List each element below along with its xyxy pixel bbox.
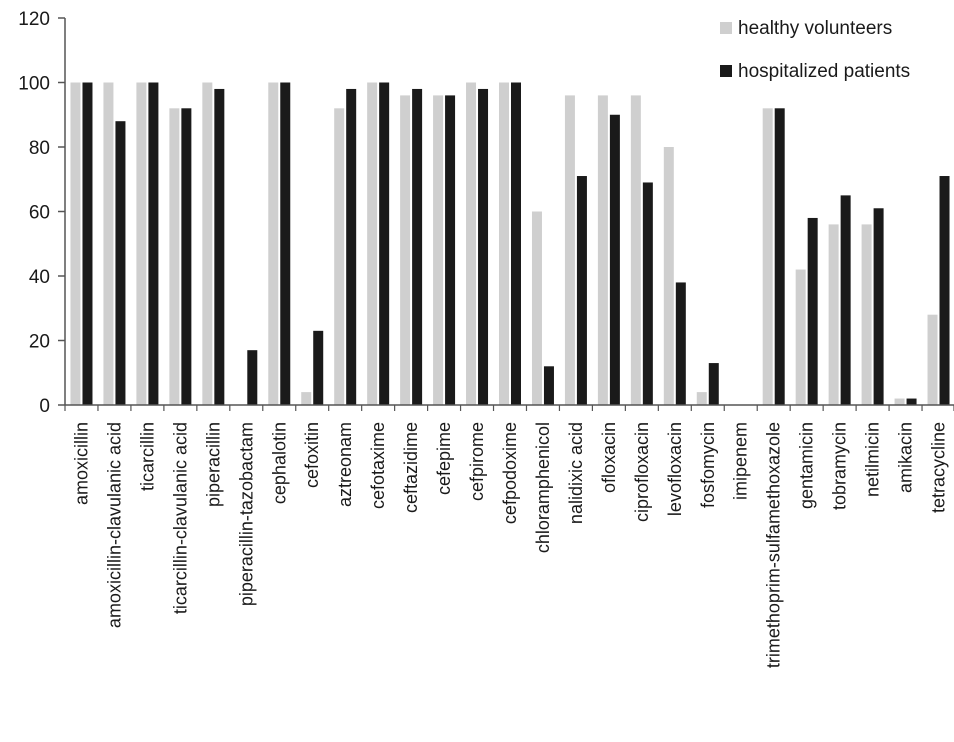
- legend-label: healthy volunteers: [738, 18, 892, 39]
- bar-healthy-volunteers: [564, 95, 575, 406]
- x-tick-label: amoxicillin-clavulanic acid: [104, 422, 124, 628]
- bar-healthy-volunteers: [531, 211, 542, 405]
- bar-hospitalized-patients: [313, 330, 324, 405]
- bar-healthy-volunteers: [861, 224, 872, 405]
- y-tick-label: 20: [29, 332, 50, 353]
- y-tick-label: 80: [29, 138, 50, 159]
- x-tick-label: tetracycline: [929, 422, 949, 513]
- bar-healthy-volunteers: [828, 224, 839, 405]
- bar-healthy-volunteers: [499, 82, 509, 405]
- bar-healthy-volunteers: [334, 108, 345, 406]
- bar-hospitalized-patients: [148, 82, 159, 405]
- bar-hospitalized-patients: [774, 108, 785, 406]
- bar-healthy-volunteers: [795, 269, 806, 405]
- y-tick-label: 60: [29, 203, 50, 224]
- x-tick-label: aztreonam: [335, 422, 355, 507]
- x-tick-label: cephalotin: [269, 422, 289, 504]
- x-tick-label: ticarcillin-clavulanic acid: [170, 422, 190, 614]
- x-axis: amoxicillin amoxicillin-clavulanic acid ti…: [64, 404, 954, 668]
- x-tick-label: ceftazidime: [401, 422, 421, 513]
- y-axis: 0 20 40 60 80 100 120: [18, 9, 66, 417]
- x-tick-label: cefoxitin: [302, 422, 322, 488]
- bar-healthy-volunteers: [762, 108, 773, 406]
- y-tick-label: 40: [29, 267, 50, 288]
- bar-hospitalized-patients: [543, 366, 554, 405]
- bar-healthy-volunteers: [301, 392, 312, 405]
- bar-hospitalized-patients: [906, 398, 917, 405]
- bar-healthy-volunteers: [268, 82, 279, 405]
- x-tick-label: piperacillin-tazobactam: [236, 422, 256, 606]
- bar-hospitalized-patients: [346, 88, 357, 405]
- x-tick-label: chloramphenicol: [533, 422, 553, 553]
- bar-hospitalized-patients: [840, 195, 851, 405]
- bar-healthy-volunteers: [169, 108, 180, 406]
- x-tick-label: cefepime: [434, 422, 454, 495]
- bar-hospitalized-patients: [445, 95, 456, 406]
- x-tick-label: tobramycin: [830, 422, 850, 510]
- y-tick-label: 100: [18, 74, 50, 95]
- bar-hospitalized-patients: [214, 88, 225, 405]
- legend-label: hospitalized patients: [738, 61, 910, 82]
- x-tick-label: ticarcillin: [137, 422, 157, 491]
- bar-hospitalized-patients: [675, 282, 686, 405]
- x-tick-label: amoxicillin: [71, 422, 91, 505]
- legend: healthy volunteers hospitalized patients: [720, 18, 910, 82]
- bar-healthy-volunteers: [202, 82, 213, 405]
- bar-healthy-volunteers: [894, 398, 905, 405]
- bar-healthy-volunteers: [466, 82, 477, 405]
- bar-hospitalized-patients: [115, 121, 126, 405]
- bar-hospitalized-patients: [181, 108, 192, 406]
- bar-hospitalized-patients: [873, 208, 884, 405]
- bar-hospitalized-patients: [478, 88, 489, 405]
- bar-hospitalized-patients: [939, 176, 950, 405]
- x-tick-label: nalidixic acid: [566, 422, 586, 524]
- x-tick-label: amikacin: [896, 422, 916, 493]
- y-tick-label: 120: [18, 9, 50, 30]
- bar-hospitalized-patients: [609, 114, 620, 405]
- bar-hospitalized-patients: [642, 182, 653, 405]
- x-tick-label: cefpodoxime: [500, 422, 520, 524]
- x-tick-label: piperacillin: [203, 422, 223, 507]
- bar-hospitalized-patients: [708, 363, 719, 405]
- x-tick-label: levofloxacin: [665, 422, 685, 516]
- bar-healthy-volunteers: [433, 95, 444, 406]
- bars: [70, 82, 950, 406]
- bar-hospitalized-patients: [511, 82, 521, 405]
- y-tick-label: 0: [39, 396, 50, 417]
- legend-swatch: [720, 65, 732, 77]
- x-tick-label: netilmicin: [863, 422, 883, 497]
- bar-hospitalized-patients: [576, 176, 587, 405]
- x-tick-label: cefpirome: [467, 422, 487, 501]
- x-tick-label: imipenem: [731, 422, 751, 500]
- bar-healthy-volunteers: [597, 95, 608, 406]
- bar-healthy-volunteers: [70, 82, 81, 405]
- x-tick-label: trimethoprim-sulfamethoxazole: [764, 422, 784, 668]
- bar-healthy-volunteers: [927, 314, 938, 405]
- bar-hospitalized-patients: [379, 82, 390, 405]
- x-tick-label: cefotaxime: [368, 422, 388, 509]
- x-tick-label: gentamicin: [797, 422, 817, 509]
- bar-hospitalized-patients: [247, 350, 258, 405]
- bar-healthy-volunteers: [103, 82, 114, 405]
- bar-hospitalized-patients: [412, 88, 423, 405]
- bar-hospitalized-patients: [82, 82, 93, 405]
- bar-healthy-volunteers: [663, 147, 674, 405]
- bar-healthy-volunteers: [400, 95, 411, 406]
- x-tick-label: ofloxacin: [599, 422, 619, 493]
- bar-healthy-volunteers: [367, 82, 378, 405]
- x-tick-label: ciprofloxacin: [632, 422, 652, 522]
- bar-hospitalized-patients: [807, 217, 818, 405]
- bar-healthy-volunteers: [136, 82, 147, 405]
- bar-hospitalized-patients: [280, 82, 291, 405]
- legend-swatch: [720, 22, 732, 34]
- x-tick-label: fosfomycin: [698, 422, 718, 508]
- bar-healthy-volunteers: [696, 392, 707, 405]
- bar-healthy-volunteers: [630, 95, 641, 406]
